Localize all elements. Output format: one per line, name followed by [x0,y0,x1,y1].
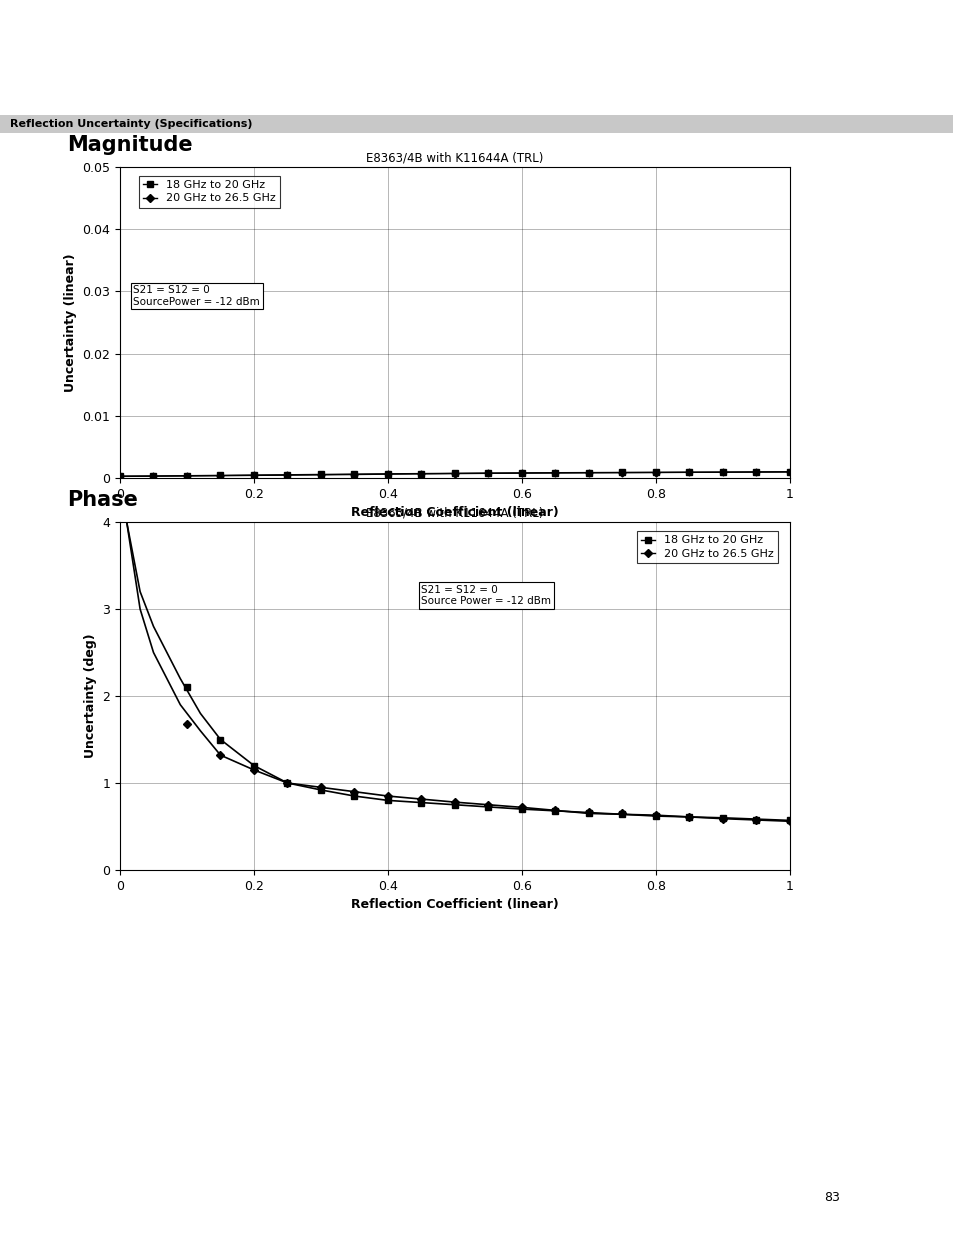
Title: E8363/4B with K11644A (TRL): E8363/4B with K11644A (TRL) [366,152,543,164]
Legend: 18 GHz to 20 GHz, 20 GHz to 26.5 GHz: 18 GHz to 20 GHz, 20 GHz to 26.5 GHz [637,531,777,563]
Y-axis label: Uncertainty (deg): Uncertainty (deg) [84,634,96,758]
Text: Reflection Uncertainty (Specifications): Reflection Uncertainty (Specifications) [10,119,252,128]
Text: S21 = S12 = 0
Source Power = -12 dBm: S21 = S12 = 0 Source Power = -12 dBm [421,584,551,606]
Text: 83: 83 [822,1191,839,1204]
Text: Phase: Phase [67,489,137,510]
Title: E8363/4B with K11644A (TRL): E8363/4B with K11644A (TRL) [366,506,543,520]
X-axis label: Reflection Coefficient (linear): Reflection Coefficient (linear) [351,898,558,911]
X-axis label: Reflection Coefficient (linear): Reflection Coefficient (linear) [351,506,558,519]
Text: S21 = S12 = 0
SourcePower = -12 dBm: S21 = S12 = 0 SourcePower = -12 dBm [133,285,260,306]
Legend: 18 GHz to 20 GHz, 20 GHz to 26.5 GHz: 18 GHz to 20 GHz, 20 GHz to 26.5 GHz [139,175,279,207]
Y-axis label: Uncertainty (linear): Uncertainty (linear) [64,253,76,391]
Text: Magnitude: Magnitude [67,135,193,154]
